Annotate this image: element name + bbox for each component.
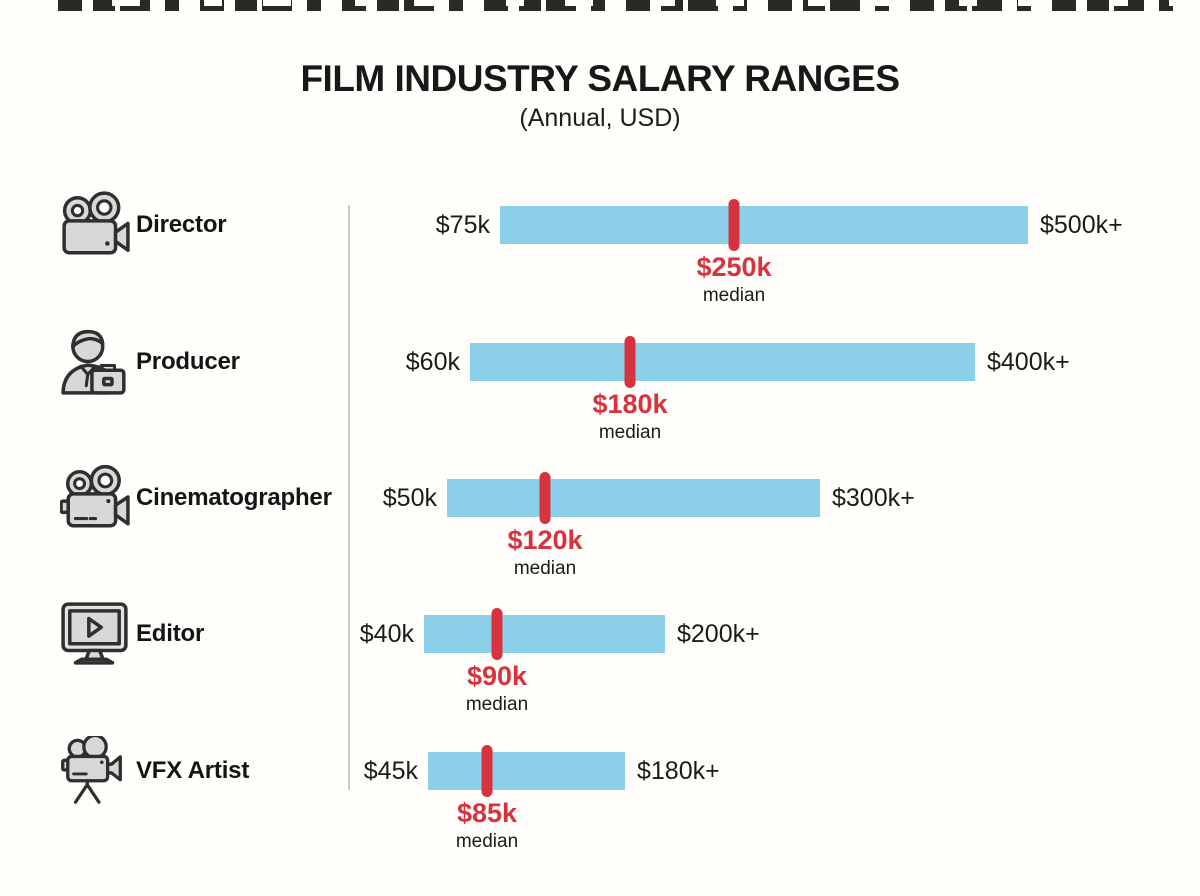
median-marker	[539, 472, 551, 524]
page-title: FILM INDUSTRY SALARY RANGES	[300, 58, 900, 99]
median-caption-label: median	[465, 694, 529, 715]
salary-range-bar	[424, 615, 665, 653]
role-label: Editor	[136, 620, 205, 647]
max-salary-label: $300k+	[832, 483, 915, 512]
chart-header: FILM INDUSTRY SALARY RANGES (Annual, USD…	[0, 0, 1200, 133]
film-camera-icon	[60, 190, 130, 260]
salary-range-bar	[447, 479, 820, 517]
min-salary-label: $60k	[405, 347, 460, 376]
page-subtitle: (Annual, USD)	[519, 104, 681, 133]
min-salary-label: $50k	[382, 483, 437, 512]
median-marker	[491, 608, 503, 660]
role-label: Director	[136, 211, 227, 238]
median-caption-label: median	[455, 831, 519, 852]
cropped-text-artifact-gaps	[71, 0, 1180, 6]
role-label: Producer	[136, 348, 240, 375]
salary-range-bar	[428, 752, 625, 790]
salary-range-bar	[500, 206, 1028, 244]
median-value-label: $250k	[696, 252, 772, 282]
producer-person-icon	[60, 327, 130, 397]
max-salary-label: $500k+	[1040, 210, 1123, 239]
min-salary-label: $75k	[435, 210, 490, 239]
median-caption-label: median	[598, 422, 662, 443]
salary-range-bar	[470, 343, 975, 381]
role-label: Cinematographer	[136, 484, 332, 511]
camera-tripod-icon	[60, 736, 130, 806]
median-value-label: $85k	[456, 798, 518, 828]
median-marker	[481, 745, 493, 797]
median-marker	[624, 336, 636, 388]
max-salary-label: $180k+	[637, 756, 720, 785]
monitor-play-icon	[60, 599, 130, 669]
role-label: VFX Artist	[136, 757, 250, 784]
median-caption-label: median	[702, 285, 766, 306]
max-salary-label: $400k+	[987, 347, 1070, 376]
median-value-label: $120k	[507, 525, 583, 555]
median-value-label: $90k	[466, 661, 528, 691]
vertical-divider	[348, 205, 350, 790]
min-salary-label: $45k	[363, 756, 418, 785]
max-salary-label: $200k+	[677, 619, 760, 648]
min-salary-label: $40k	[359, 619, 414, 648]
cropped-text-artifact	[58, 0, 1180, 11]
median-value-label: $180k	[592, 389, 668, 419]
film-camera-detailed-icon	[60, 463, 130, 533]
median-caption-label: median	[513, 558, 577, 579]
median-marker	[728, 199, 740, 251]
